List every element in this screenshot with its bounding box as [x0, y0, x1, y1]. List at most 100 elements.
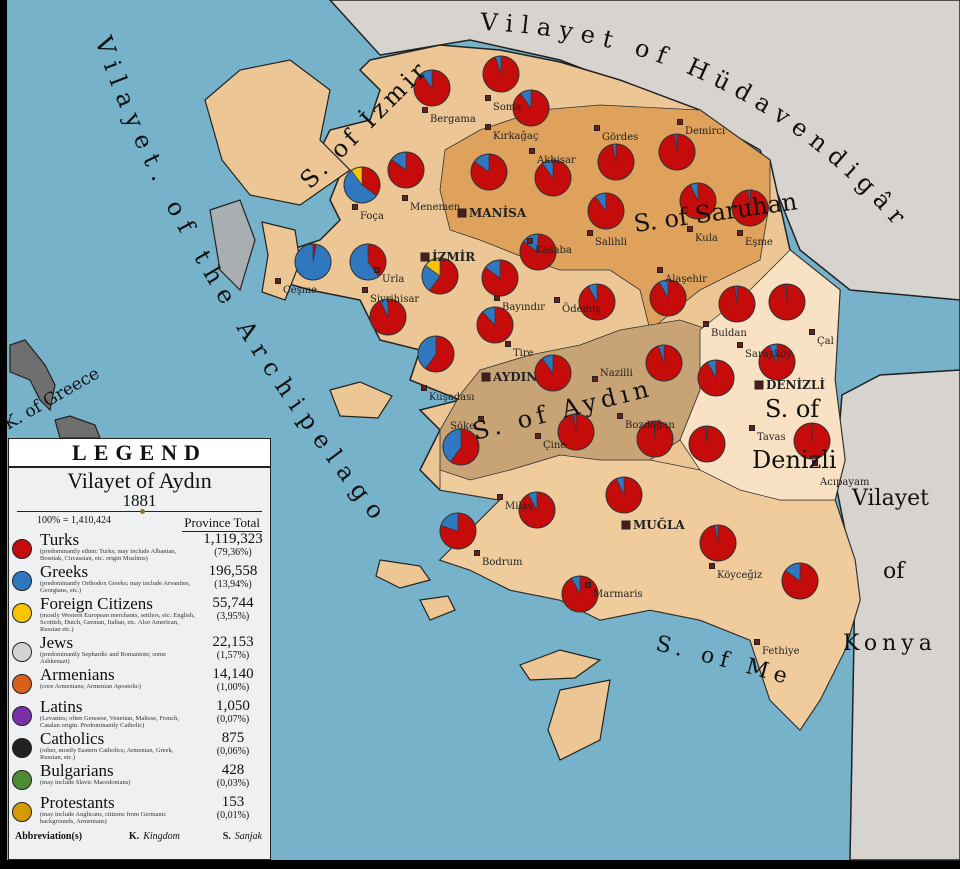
town-label: Sivrihisar — [370, 294, 419, 305]
group-percent: (1,00%) — [216, 682, 250, 693]
town-label: Sarayköy — [745, 349, 792, 360]
color-swatch-icon — [12, 603, 32, 623]
abbr-sanjak: S. Sanjak — [222, 831, 262, 842]
town-label: Bergama — [430, 114, 476, 125]
town-marker-icon — [754, 639, 760, 645]
group-percent: (79,36%) — [214, 547, 252, 558]
pie-chart — [518, 491, 556, 529]
town-label: Nazilli — [600, 368, 633, 379]
pie-outline — [294, 243, 332, 281]
group-percent: (13,94%) — [214, 579, 252, 590]
town-label: Kula — [695, 233, 718, 244]
group-count: 14,140 — [212, 666, 254, 682]
legend-item-protestants: Protestants (may include Anglicans, citiz… — [9, 794, 270, 827]
pie-chart — [731, 189, 769, 227]
pie-outline — [605, 476, 643, 514]
foreign-land — [328, 0, 960, 861]
town-label: Bodrum — [482, 557, 523, 568]
town-marker-icon — [420, 252, 430, 262]
town-label: Bayındır — [502, 302, 545, 313]
label-konya-2: of — [883, 559, 906, 584]
group-name: Armenians — [40, 665, 115, 684]
color-swatch-icon — [12, 802, 32, 822]
pie-chart — [718, 285, 756, 323]
town-marker-icon — [422, 107, 428, 113]
town-marker-icon — [352, 204, 358, 210]
legend-title: Vilayet of Aydın — [67, 468, 212, 493]
group-count: 1,050 — [216, 698, 250, 714]
pie-chart — [534, 159, 572, 197]
town-marker-icon — [527, 238, 533, 244]
town-label: Tavas — [757, 432, 786, 443]
group-name: Catholics — [40, 729, 105, 748]
pie-chart — [587, 192, 625, 230]
group-percent: (3,95%) — [216, 611, 250, 622]
legend-item-armenians: Armenians (core Armenians; Armenian Apost… — [9, 665, 270, 699]
town-label: MUĞLA — [633, 516, 685, 532]
pie-outline — [421, 257, 459, 295]
group-description: (may include Slavic Macedonians) — [40, 779, 131, 786]
town-marker-icon — [749, 425, 755, 431]
town-marker-icon — [703, 321, 709, 327]
town-marker-icon — [594, 125, 600, 131]
group-description: (predominantly Orthodox Greeks; may incl… — [40, 580, 191, 594]
legend-item-greeks: Greeks (predominantly Orthodox Greeks; ma… — [9, 563, 270, 596]
pie-chart — [512, 89, 550, 127]
group-name: Latins — [40, 697, 83, 716]
pie-outline — [442, 428, 480, 466]
pie-outline — [718, 285, 756, 323]
color-swatch-icon — [12, 738, 32, 758]
pie-chart — [699, 524, 737, 562]
pie-outline — [470, 153, 508, 191]
group-count: 1,119,323 — [203, 531, 263, 547]
label-konya-3: Konya — [843, 631, 937, 656]
group-percent: (0,03%) — [216, 778, 250, 789]
pie-outline — [512, 89, 550, 127]
pie-chart — [605, 476, 643, 514]
pie-chart — [534, 354, 572, 392]
town-label: Eşme — [745, 237, 773, 248]
town-marker-icon — [621, 520, 631, 530]
label-denizli: Denizli — [752, 446, 837, 474]
pie-outline — [557, 413, 595, 451]
pie-outline — [758, 343, 796, 381]
town-marker-icon — [485, 95, 491, 101]
group-percent: (0,07%) — [216, 714, 250, 725]
pie-outline — [413, 69, 451, 107]
group-count: 55,744 — [212, 595, 254, 611]
town-marker-icon — [812, 460, 818, 466]
town-marker-icon — [362, 287, 368, 293]
pie-chart — [294, 243, 332, 281]
color-swatch-icon — [12, 706, 32, 726]
pie-outline — [417, 335, 455, 373]
pie-chart — [645, 344, 683, 382]
province-total-header: Province Total — [182, 515, 262, 532]
legend-year: 1881 — [122, 491, 157, 510]
divider — [17, 509, 262, 514]
pie-outline — [636, 420, 674, 458]
pie-outline — [649, 279, 687, 317]
town-label: Soma — [493, 102, 521, 113]
town-label: Çal — [817, 336, 834, 347]
legend: LEGEND Vilayet of Aydın 1881 100% = 1,41… — [8, 438, 271, 860]
town-marker-icon — [474, 550, 480, 556]
pie-chart — [658, 133, 696, 171]
group-count: 153 — [221, 794, 245, 810]
group-count: 875 — [221, 730, 245, 746]
pie-chart — [481, 259, 519, 297]
pie-chart — [470, 153, 508, 191]
town-label: Urla — [382, 274, 404, 285]
town-marker-icon — [485, 124, 491, 130]
pie-chart — [636, 420, 674, 458]
pie-chart — [349, 243, 387, 281]
pie-outline — [561, 575, 599, 613]
town-marker-icon — [374, 267, 380, 273]
town-marker-icon — [505, 341, 511, 347]
pie-chart — [413, 69, 451, 107]
pie-outline — [597, 143, 635, 181]
pie-outline — [578, 283, 616, 321]
town-marker-icon — [592, 376, 598, 382]
town-label: Milas — [505, 501, 533, 512]
town-label: Marmaris — [593, 589, 643, 600]
